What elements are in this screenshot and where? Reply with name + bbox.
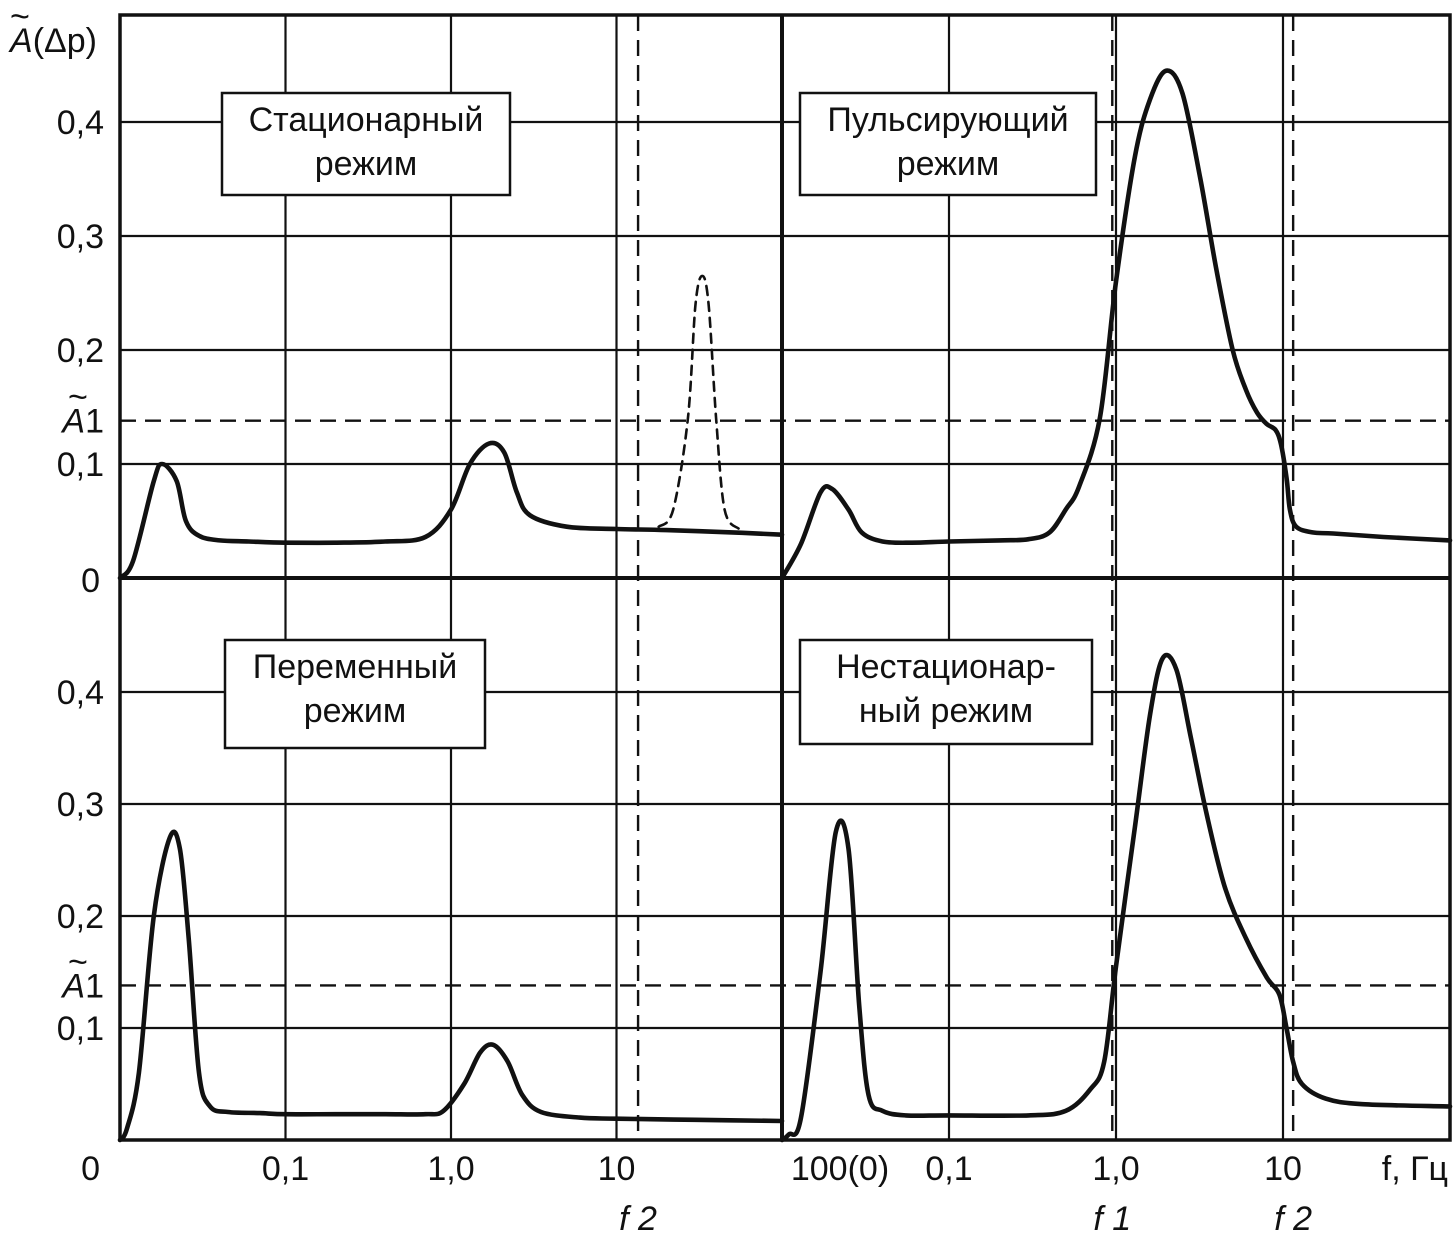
variable-title-line: Переменный bbox=[253, 648, 457, 686]
x-tick-right: 0,1 bbox=[925, 1150, 972, 1188]
stationary-curve bbox=[117, 440, 785, 581]
pulsating-title-box bbox=[798, 91, 1098, 197]
y-axis-label: A(Δp) bbox=[8, 22, 97, 60]
nonstationary-curve bbox=[779, 652, 1453, 1143]
y-tick-top: 0,4 bbox=[57, 104, 104, 142]
variable-curve bbox=[117, 829, 785, 1143]
threshold-suffix: 1 bbox=[85, 403, 104, 441]
nonstationary-title-line: Нестационар- bbox=[836, 648, 1056, 686]
y-tick-bottom: 0,3 bbox=[57, 786, 104, 824]
y-axis-label-rest: (Δp) bbox=[33, 22, 97, 60]
stationary-curve-dashed bbox=[657, 274, 741, 531]
y-zero-bottom: 0 bbox=[81, 1150, 100, 1188]
marker-label-right: f 2 bbox=[1274, 1200, 1312, 1238]
tilde-mark: ~ bbox=[68, 379, 88, 417]
y-tick-top: 0,3 bbox=[57, 218, 104, 256]
tilde-mark: ~ bbox=[68, 943, 88, 981]
marker-label-left: f 2 bbox=[619, 1200, 657, 1238]
pulsating-title-line: режим bbox=[897, 145, 1000, 183]
nonstationary-title-box bbox=[798, 638, 1094, 746]
variable-title-line: режим bbox=[304, 692, 407, 730]
stationary-title-line: режим bbox=[315, 145, 418, 183]
x-tick-right: 1,0 bbox=[1092, 1150, 1139, 1188]
stationary-title-line: Стационарный bbox=[249, 101, 484, 139]
stationary-title-box bbox=[220, 91, 512, 197]
threshold-layer bbox=[120, 15, 1450, 1140]
threshold-label-top: A1 bbox=[60, 403, 104, 441]
x-tick-left: 1,0 bbox=[427, 1150, 474, 1188]
y-tick-top: 0,2 bbox=[57, 332, 104, 370]
threshold-label-bottom: A1 bbox=[60, 967, 104, 1005]
variable-title-box bbox=[223, 638, 487, 750]
pulsating-title-line: Пульсирующий bbox=[827, 101, 1068, 139]
y-tick-top: 0,1 bbox=[57, 446, 104, 484]
x-tick-left: 0,1 bbox=[262, 1150, 309, 1188]
nonstationary-title-line: ный режим bbox=[859, 692, 1033, 730]
x-tick-left: 10 bbox=[598, 1150, 636, 1188]
series-layer bbox=[117, 68, 1453, 1143]
threshold-suffix: 1 bbox=[85, 967, 104, 1005]
label-layer: A(Δp)~0,40,30,20,10,40,30,20,100A1~A1~0,… bbox=[8, 0, 1448, 1238]
pulsating-curve bbox=[779, 68, 1453, 581]
threshold-symbol: A bbox=[60, 403, 85, 441]
y-tick-bottom: 0,2 bbox=[57, 898, 104, 936]
y-tick-bottom: 0,4 bbox=[57, 674, 104, 712]
x-tick-left: 100(0) bbox=[791, 1150, 889, 1188]
x-unit-label: f, Гц bbox=[1382, 1150, 1448, 1188]
threshold-symbol: A bbox=[60, 967, 85, 1005]
frame-layer bbox=[118, 13, 1452, 1142]
x-tick-right: 10 bbox=[1264, 1150, 1302, 1188]
y-zero-top: 0 bbox=[81, 562, 100, 600]
marker-label-right: f 1 bbox=[1093, 1200, 1131, 1238]
tilde-mark: ~ bbox=[10, 0, 30, 36]
y-axis-label-symbol: A bbox=[8, 22, 33, 60]
y-tick-bottom: 0,1 bbox=[57, 1010, 104, 1048]
